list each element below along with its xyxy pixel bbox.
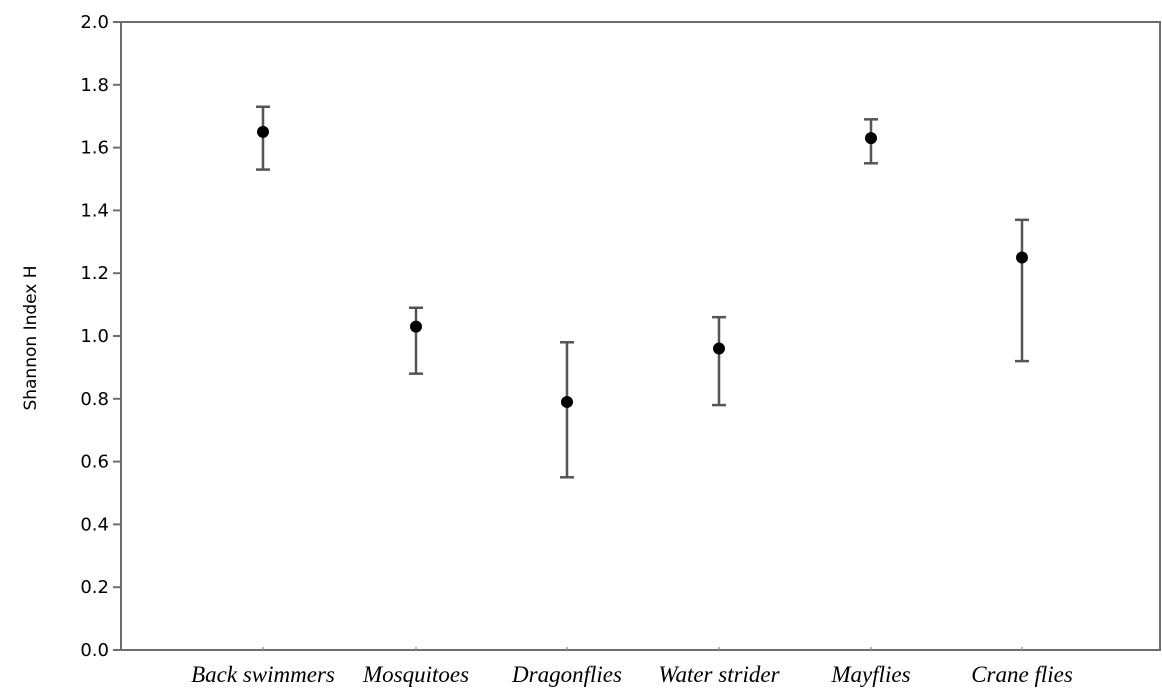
x-category-label: Mayflies — [830, 662, 910, 687]
data-point-group — [409, 306, 423, 375]
data-point-group — [560, 341, 574, 479]
y-tick-label: 1.0 — [80, 326, 109, 347]
x-category-label: Dragonflies — [511, 662, 622, 687]
y-tick-label: 1.4 — [80, 200, 109, 221]
data-point — [410, 320, 422, 333]
y-tick-label: 0.6 — [80, 452, 109, 473]
data-marks — [256, 105, 1029, 479]
data-point — [257, 125, 269, 138]
y-tick-label: 1.6 — [80, 138, 109, 159]
data-point-group — [864, 118, 878, 165]
y-tick-label: 2.0 — [80, 12, 109, 33]
data-point-group — [1015, 218, 1029, 363]
y-axis-title: Shannon Index H — [21, 265, 41, 410]
y-tick-label: 0.2 — [80, 577, 109, 598]
y-axis-ticks: 0.0 0.2 0.4 0.6 0.8 1.0 1.2 1.4 1.6 1.8 2.0 — [80, 12, 121, 661]
data-point — [561, 395, 573, 408]
x-category-label: Water strider — [658, 662, 780, 687]
plot-frame — [120, 21, 1161, 651]
x-axis-labels: Back swimmers Mosquitoes Dragonflies Water … — [191, 647, 1073, 687]
x-category-label: Crane flies — [971, 662, 1073, 687]
y-tick-label: 1.8 — [80, 75, 109, 96]
y-tick-label: 0.4 — [80, 514, 109, 535]
plot-border — [120, 21, 1161, 651]
data-point-group — [256, 105, 270, 171]
y-tick-label: 1.2 — [80, 263, 109, 284]
data-point-group — [712, 315, 726, 407]
y-tick-label: 0.8 — [80, 389, 109, 410]
x-category-label: Mosquitoes — [362, 662, 469, 687]
data-point — [1016, 251, 1028, 264]
x-category-label: Back swimmers — [191, 662, 335, 687]
data-point — [865, 132, 877, 145]
data-point — [713, 342, 725, 355]
y-tick-label: 0.0 — [80, 640, 109, 661]
